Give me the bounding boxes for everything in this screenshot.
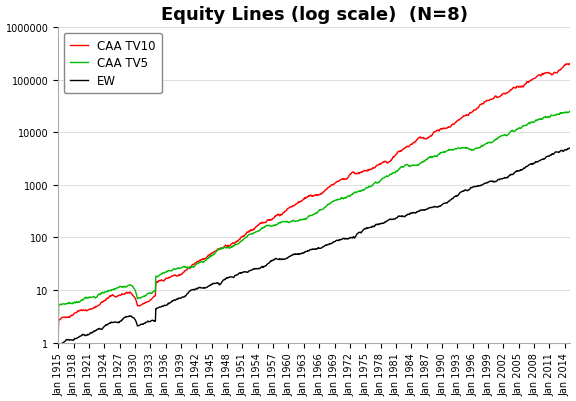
Legend: CAA TV10, CAA TV5, EW: CAA TV10, CAA TV5, EW (64, 34, 161, 94)
Line: CAA TV5: CAA TV5 (58, 112, 570, 343)
Line: EW: EW (58, 149, 570, 346)
Line: CAA TV10: CAA TV10 (58, 65, 570, 343)
Title: Equity Lines (log scale)  (N=8): Equity Lines (log scale) (N=8) (161, 6, 468, 24)
